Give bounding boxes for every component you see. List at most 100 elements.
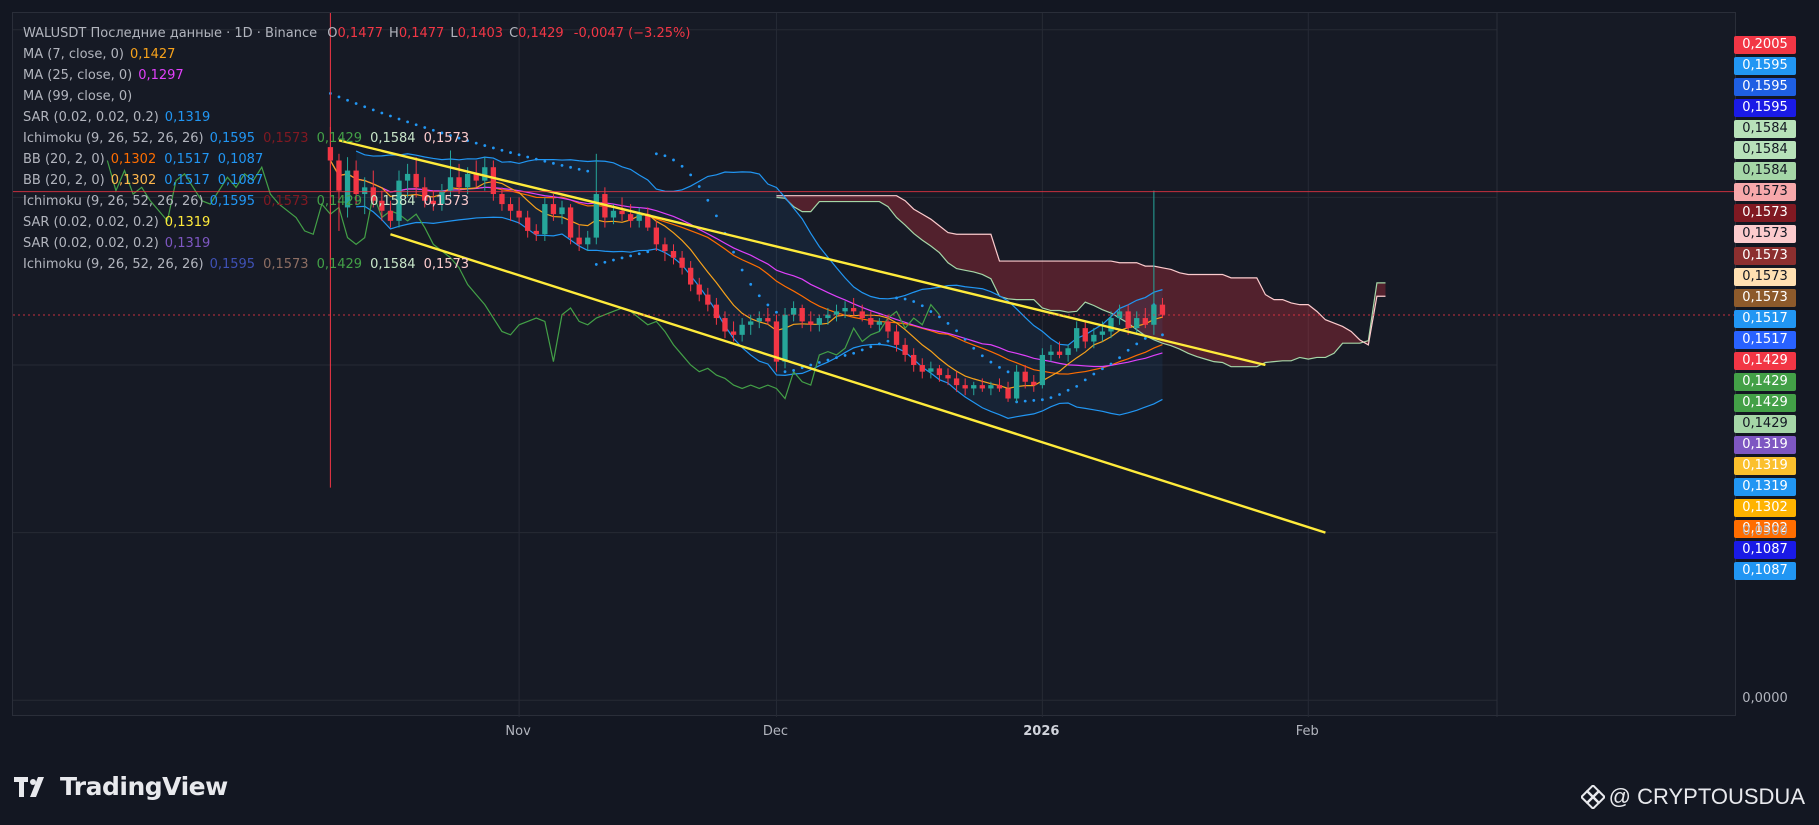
- candle-body: [1142, 318, 1148, 325]
- tradingview-logo[interactable]: TradingView: [14, 772, 228, 801]
- legend-row[interactable]: Ichimoku (9, 26, 52, 26, 26) 0,1595 0,1573…: [23, 191, 690, 212]
- price-badge: 0,1429: [1734, 414, 1796, 433]
- legend-row[interactable]: MA (7, close, 0) 0,1427: [23, 44, 690, 65]
- candle-body: [902, 344, 908, 355]
- sar-dot: [603, 260, 607, 264]
- legend-row[interactable]: BB (20, 2, 0) 0,1302 0,1517 0,1087: [23, 170, 690, 191]
- candle-body: [422, 187, 428, 201]
- sar-dot: [500, 148, 504, 152]
- sar-dot: [552, 161, 555, 165]
- candle-body: [1031, 381, 1037, 386]
- legend-value: 0,1297: [138, 68, 184, 83]
- candle-body: [507, 204, 514, 211]
- candle-body: [336, 160, 342, 191]
- candle-body: [893, 331, 900, 345]
- legend-row[interactable]: SAR (0.02, 0.02, 0.2) 0,1319: [23, 233, 690, 254]
- candle-body: [1022, 371, 1028, 382]
- candle-body: [988, 385, 994, 389]
- candle-body: [1056, 351, 1063, 355]
- legend-row[interactable]: MA (25, close, 0) 0,1297: [23, 65, 690, 86]
- time-tick-label: 2026: [1023, 724, 1060, 739]
- sar-dot: [817, 361, 821, 364]
- legend-value: 0,1319: [164, 236, 211, 251]
- sar-dot: [714, 214, 718, 218]
- legend-value: 0,1573: [423, 257, 470, 272]
- candle-body: [799, 308, 805, 322]
- chart-area[interactable]: [12, 12, 1737, 717]
- sar-dot: [929, 310, 933, 313]
- ohlc-value: 0,1429: [518, 26, 564, 41]
- ohlc-key: L: [450, 26, 458, 41]
- price-badge: 0,1429: [1734, 351, 1796, 370]
- sar-dot: [397, 117, 401, 121]
- price-badge: 0,1584: [1734, 162, 1796, 181]
- price-badge: 0,1573: [1734, 246, 1796, 265]
- legend-label: MA (25, close, 0): [23, 68, 133, 83]
- candle-body: [353, 170, 359, 195]
- symbol-header[interactable]: WALUSDT Последние данные · 1D · Binance …: [23, 23, 690, 44]
- candle-body: [439, 190, 445, 205]
- candle-body: [765, 318, 771, 322]
- sar-dot: [886, 339, 890, 343]
- time-tick-label: Dec: [762, 724, 789, 739]
- sar-dot: [1109, 362, 1113, 366]
- sar-dot: [629, 254, 633, 258]
- legend-value: 0,1584: [370, 257, 416, 272]
- sar-dot: [457, 136, 461, 140]
- price-badge: 0,1595: [1734, 57, 1796, 76]
- sar-dot: [912, 300, 916, 303]
- sar-dot: [843, 354, 847, 357]
- sar-dot: [749, 282, 753, 286]
- candle-body: [456, 177, 462, 188]
- sar-dot: [1006, 370, 1010, 374]
- candle-body: [636, 214, 642, 221]
- sar-dot: [955, 329, 958, 333]
- legend-label: Ichimoku (9, 26, 52, 26, 26): [23, 131, 204, 146]
- sar-dot: [1135, 342, 1139, 346]
- ma-7-line: [329, 160, 1163, 390]
- time-tick-label: Nov: [505, 724, 531, 739]
- sar-dot: [732, 250, 735, 254]
- legend-row[interactable]: BB (20, 2, 0) 0,1302 0,1517 0,1087: [23, 149, 690, 170]
- candle-body: [936, 368, 943, 376]
- sar-dot: [1049, 396, 1053, 400]
- sar-dot: [1066, 388, 1070, 392]
- legend-value: 0,1429: [316, 257, 363, 272]
- sar-dot: [491, 146, 495, 150]
- channel-lower: [390, 233, 1326, 534]
- sar-dot: [337, 95, 341, 99]
- candle-body: [696, 284, 702, 295]
- sar-dot: [1040, 398, 1044, 402]
- sar-dot: [363, 105, 367, 109]
- legend-row[interactable]: SAR (0.02, 0.02, 0.2) 0,1319: [23, 107, 690, 128]
- sar-dot: [1118, 356, 1121, 360]
- legend-value: 0,1429: [316, 194, 363, 209]
- legend-value: 0,1573: [423, 194, 470, 209]
- candle-body: [928, 368, 934, 372]
- candle-body: [430, 200, 436, 205]
- legend-row[interactable]: MA (99, close, 0): [23, 86, 690, 107]
- legend-value: 0,1087: [217, 152, 264, 167]
- ohlc-value: 0,1403: [457, 26, 504, 41]
- sar-dot: [517, 153, 521, 157]
- candle-body: [1099, 331, 1106, 335]
- price-badge: 0,2005: [1734, 36, 1796, 54]
- candle-body: [1082, 328, 1088, 342]
- ohlc-values: O0,1477 H0,1477 L0,1403 C0,1429: [327, 26, 569, 41]
- sar-dot: [483, 144, 487, 147]
- candle-body: [1065, 348, 1071, 355]
- price-badge: 0,1517: [1734, 330, 1796, 349]
- candle-body: [1159, 304, 1166, 315]
- price-badge: 0,1087: [1734, 541, 1796, 560]
- price-badge: 0,1573: [1734, 204, 1796, 223]
- legend-row[interactable]: Ichimoku (9, 26, 52, 26, 26) 0,1595 0,1573…: [23, 128, 690, 149]
- sar-dot: [689, 173, 693, 177]
- candle-body: [619, 210, 625, 215]
- price-chart[interactable]: [13, 13, 1737, 717]
- candle-body: [593, 194, 599, 238]
- candle-body: [971, 385, 977, 389]
- sar-dot: [920, 304, 924, 308]
- legend-row[interactable]: SAR (0.02, 0.02, 0.2) 0,1319: [23, 212, 690, 233]
- sar-dot: [526, 155, 530, 159]
- legend-row[interactable]: Ichimoku (9, 26, 52, 26, 26) 0,1595 0,1573…: [23, 254, 690, 275]
